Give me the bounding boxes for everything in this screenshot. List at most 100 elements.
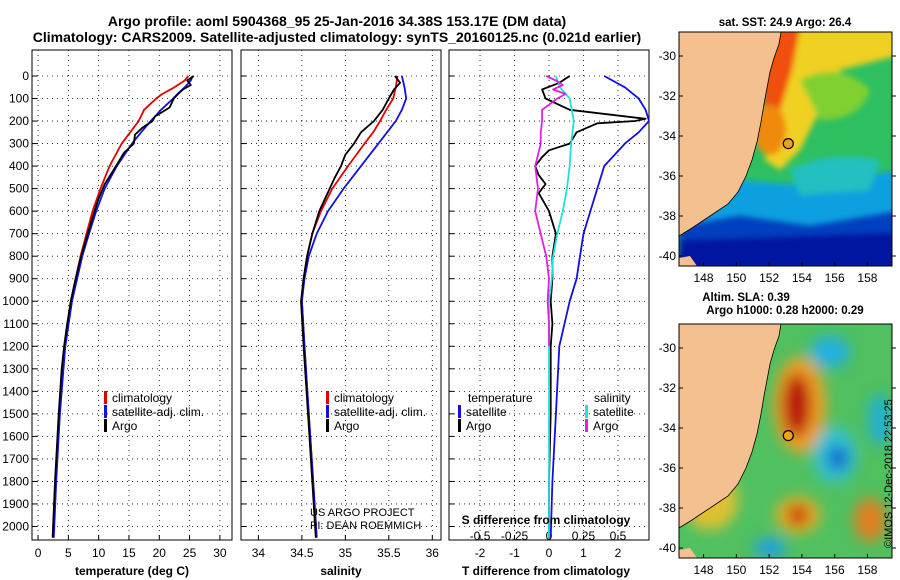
depth-tick-label: 1800 xyxy=(2,474,29,488)
sst-cyan-patch xyxy=(790,156,880,195)
sla-land xyxy=(679,324,782,529)
panel-frame xyxy=(240,49,442,541)
x-tick-label: 0 xyxy=(35,546,42,560)
x-tick-label: 35.5 xyxy=(377,546,401,560)
depth-tick-label: 1600 xyxy=(2,429,29,443)
x-tick-label: 30 xyxy=(213,546,227,560)
legend-heading-salinity: salinity xyxy=(594,391,631,405)
temperature-legend: climatology satellite-adj. clim. Argo xyxy=(104,391,204,433)
depth-tick-label: 1900 xyxy=(2,497,29,511)
lat-tick-label: -36 xyxy=(659,169,677,183)
sst-map-ticks: -30 -32 -34 -36 -38 -40 148 150 152 154 156 158 xyxy=(659,49,896,285)
depth-tick-label: 400 xyxy=(9,159,29,173)
legend-label-argo: Argo xyxy=(334,419,360,433)
sst-land xyxy=(679,32,782,237)
lon-tick-label: 150 xyxy=(726,271,746,285)
s-diff-tick-label: -0.25 xyxy=(501,529,529,543)
sst-profile-marker xyxy=(782,138,794,150)
legend-label-climatology: climatology xyxy=(334,391,394,405)
depth-tick-label: 500 xyxy=(9,182,29,196)
sst-bass-strait-land xyxy=(679,256,697,266)
argo-line xyxy=(51,75,195,538)
lon-tick-label: 152 xyxy=(759,271,779,285)
legend-label-s-argo: Argo xyxy=(593,419,619,433)
depth-tick-label: 900 xyxy=(9,272,29,286)
x-tick-label: -1 xyxy=(509,546,520,560)
legend-swatch-s-argo xyxy=(585,419,588,432)
panel-frame xyxy=(31,49,233,541)
difference-legend: temperature satellite Argo salinity sate… xyxy=(458,391,634,433)
figure-title-line1: Argo profile: aoml 5904368_95 25-Jan-201… xyxy=(108,13,566,29)
x-tick-label: 34.5 xyxy=(290,546,314,560)
temperature-panel: 0100200300400500600700800900100011001200… xyxy=(2,49,233,560)
legend-swatch-s-satellite xyxy=(585,405,588,418)
sst-map-title: sat. SST: 24.9 Argo: 26.4 xyxy=(719,17,852,29)
lon-tick-label: 148 xyxy=(694,563,714,577)
sla-low-far-east xyxy=(868,394,892,446)
depth-tick-label: 1200 xyxy=(2,339,29,353)
depth-tick-label: 0 xyxy=(22,69,29,83)
lon-tick-label: 150 xyxy=(726,563,746,577)
lon-tick-label: 156 xyxy=(825,271,845,285)
depth-tick-label: 600 xyxy=(9,204,29,218)
depth-tick-label: 1000 xyxy=(2,294,29,308)
lon-tick-label: 156 xyxy=(825,563,845,577)
lat-tick-label: -38 xyxy=(659,501,677,515)
lon-tick-label: 154 xyxy=(792,271,812,285)
sla-map-frame xyxy=(678,323,893,559)
salinity-panel: 34 34.5 35 35.5 36 xyxy=(240,49,442,560)
temperature-argo-line xyxy=(534,75,647,538)
footer-stamp: ©IMOS 12-Dec-2018 22:53:25 xyxy=(883,399,895,548)
depth-tick-label: 1500 xyxy=(2,407,29,421)
legend-label-t-satellite: satellite xyxy=(466,405,507,419)
lat-tick-label: -32 xyxy=(659,89,677,103)
depth-tick-label: 200 xyxy=(9,114,29,128)
x-tick-label: 10 xyxy=(92,546,106,560)
temperature-axis-label: temperature (deg C) xyxy=(75,564,189,578)
legend-swatch-argo xyxy=(326,419,329,432)
sst-field xyxy=(679,32,892,266)
temperature-satellite-line xyxy=(549,75,649,538)
depth-tick-label: 2000 xyxy=(2,519,29,533)
sst-warm-band xyxy=(760,32,892,170)
series-group xyxy=(51,75,195,538)
s-diff-tick-label: -0.5 xyxy=(470,529,491,543)
lon-tick-label: 148 xyxy=(694,271,714,285)
legend-label-climatology: climatology xyxy=(112,391,172,405)
legend-swatch-climatology xyxy=(326,391,329,404)
depth-tick-label: 1700 xyxy=(2,452,29,466)
sst-map-frame xyxy=(678,31,893,267)
credit-line1: US ARGO PROJECT xyxy=(310,507,415,519)
salinity-legend: climatology satellite-adj. clim. Argo xyxy=(326,391,426,433)
legend-swatch-satellite xyxy=(104,405,107,418)
legend-swatch-t-argo xyxy=(458,419,461,432)
sla-map-title-line2: Argo h1000: 0.28 h2000: 0.29 xyxy=(706,305,863,317)
lon-tick-label: 158 xyxy=(857,271,877,285)
sla-low-south xyxy=(754,538,786,558)
depth-tick-label: 1100 xyxy=(3,317,29,331)
sla-high-south-core xyxy=(787,505,809,525)
s-diff-tick-label: 0.25 xyxy=(572,529,596,543)
x-tick-label: 25 xyxy=(183,546,197,560)
x-tick-label: 15 xyxy=(122,546,136,560)
lat-tick-label: -40 xyxy=(659,541,677,555)
lat-tick-label: -38 xyxy=(659,209,677,223)
sst-green-patch xyxy=(800,72,870,120)
legend-swatch-satellite xyxy=(326,405,329,418)
depth-tick-label: 700 xyxy=(9,227,29,241)
sst-deep-blue xyxy=(679,232,892,266)
legend-label-argo: Argo xyxy=(112,419,138,433)
salinity-argo-line xyxy=(534,75,567,347)
x-tick-label: 35 xyxy=(339,546,353,560)
depth-tick-label: 1300 xyxy=(2,362,29,376)
x-tick-label: 5 xyxy=(65,546,72,560)
lat-tick-label: -34 xyxy=(659,421,677,435)
lat-tick-label: -32 xyxy=(659,381,677,395)
salinity-axis-label: salinity xyxy=(320,564,362,578)
salinity-satellite-line xyxy=(548,75,575,538)
sla-map-ticks: -30 -32 -34 -36 -38 -40 148 150 152 154 156 158 xyxy=(659,341,896,577)
series-group xyxy=(300,75,408,538)
lat-tick-label: -30 xyxy=(659,341,677,355)
sla-map-title-line1: Altim. SLA: 0.39 xyxy=(702,292,790,304)
